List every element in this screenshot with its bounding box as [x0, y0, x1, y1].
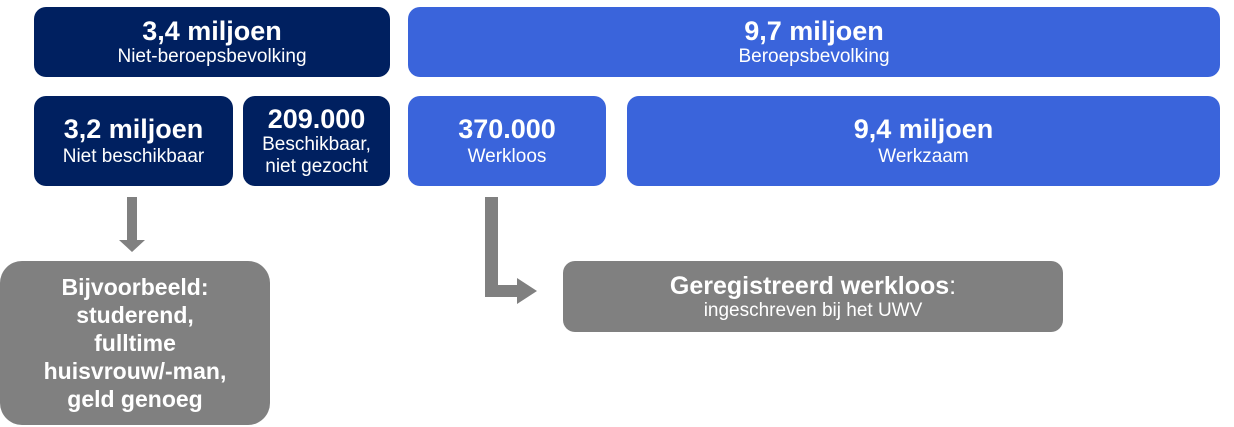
examples-line: huisvrouw/-man, — [43, 358, 227, 384]
employed-box: 9,4 miljoen Werkzaam — [627, 96, 1220, 186]
labor-force-box: 9,7 miljoen Beroepsbevolking — [408, 7, 1220, 77]
non-labor-force-label: Niet-beroepsbevolking — [117, 46, 307, 67]
examples-box: Bijvoorbeeld: studerend, fulltime huisvr… — [0, 261, 270, 425]
unemployed-value: 370.000 — [458, 114, 556, 144]
not-available-label: Niet beschikbaar — [62, 146, 205, 167]
examples-line: geld genoeg — [67, 386, 203, 412]
registered-colon: : — [949, 271, 957, 300]
unemployed-box: 370.000 Werkloos — [408, 96, 606, 186]
employed-value: 9,4 miljoen — [853, 114, 994, 144]
employed-label: Werkzaam — [878, 146, 969, 167]
labor-force-label: Beroepsbevolking — [738, 46, 890, 67]
non-labor-force-box: 3,4 miljoen Niet-beroepsbevolking — [34, 7, 390, 77]
not-available-value: 3,2 miljoen — [63, 114, 204, 144]
registered-title: Geregistreerd werkloos — [669, 271, 950, 300]
unemployed-label: Werkloos — [467, 146, 547, 167]
elbow-arrow — [485, 197, 537, 304]
examples-line: fulltime — [94, 330, 176, 356]
down-arrow — [119, 197, 145, 252]
labor-force-value: 9,7 miljoen — [744, 16, 884, 46]
registered-unemployed-box: Geregistreerd werkloos: ingeschreven bij… — [563, 261, 1063, 332]
available-not-seeking-label-1: Beschikbaar, — [262, 134, 371, 155]
examples-line: Bijvoorbeeld: — [61, 274, 209, 300]
registered-subtitle: ingeschreven bij het UWV — [703, 299, 923, 321]
non-labor-force-value: 3,4 miljoen — [142, 16, 282, 46]
not-available-box: 3,2 miljoen Niet beschikbaar — [34, 96, 233, 186]
available-not-seeking-label-2: niet gezocht — [265, 156, 368, 177]
examples-line: studerend, — [76, 302, 194, 328]
available-not-seeking-value: 209.000 — [267, 104, 366, 134]
available-not-seeking-box: 209.000 Beschikbaar, niet gezocht — [243, 96, 390, 186]
